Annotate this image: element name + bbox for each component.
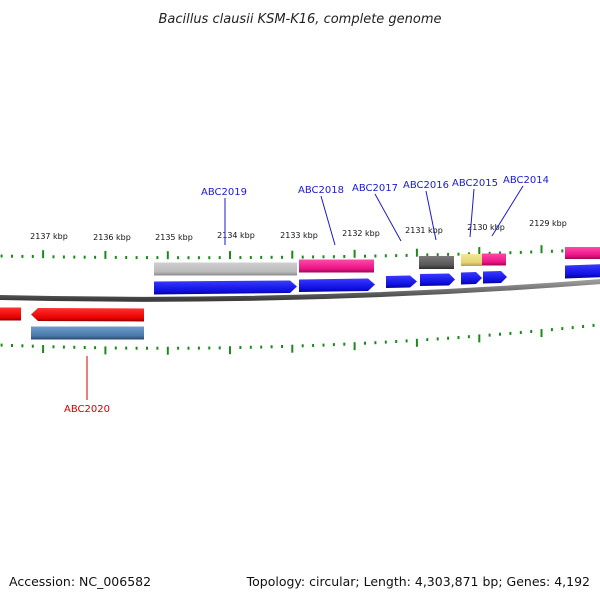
gene-label-abc2015[interactable]: ABC2015: [452, 178, 498, 189]
leader-line-abc2018: [320, 195, 336, 246]
accession-text: Accession: NC_006582: [9, 574, 151, 589]
gene-label-abc2018[interactable]: ABC2018: [298, 185, 344, 196]
feature-box-lightgray[interactable]: [154, 262, 297, 276]
scale-label: 2135 kbp: [155, 233, 193, 242]
feature-track-inner: [31, 326, 144, 340]
scale-label: 2137 kbp: [30, 232, 68, 241]
cds-track-forward: [154, 264, 600, 295]
cds-track-reverse: [0, 307, 144, 322]
feature-box-magenta[interactable]: [299, 259, 374, 273]
cds-arrow-forward[interactable]: [154, 280, 297, 295]
feature-box-steelblue[interactable]: [31, 326, 144, 340]
scale-label: 2131 kbp: [405, 226, 443, 235]
cds-arrow-forward[interactable]: [420, 273, 455, 287]
scale-label: 2133 kbp: [280, 231, 318, 240]
topology-summary: Topology: circular; Length: 4,303,871 bp…: [246, 574, 590, 589]
scale-ticks-upper: [0, 245, 595, 260]
feature-box-darkgray[interactable]: [419, 256, 454, 269]
feature-box-magenta[interactable]: [482, 253, 506, 266]
gene-label-abc2019[interactable]: ABC2019: [201, 187, 247, 198]
cds-box-reverse[interactable]: [0, 307, 21, 321]
leader-line-abc2016: [425, 190, 437, 241]
feature-box-magenta[interactable]: [565, 247, 600, 259]
leader-line-abc2014: [491, 185, 524, 237]
scale-label: 2129 kbp: [529, 219, 567, 228]
scale-ticks-lower: [0, 323, 595, 355]
cds-arrow-forward[interactable]: [461, 272, 482, 285]
scale-label: 2130 kbp: [467, 223, 505, 232]
cds-arrow-reverse[interactable]: [31, 308, 144, 322]
leader-line-abc2015: [469, 188, 475, 238]
gene-label-abc2014[interactable]: ABC2014: [503, 175, 549, 186]
genome-title: Bacillus clausii KSM-K16, complete genom…: [158, 12, 441, 27]
scale-label: 2134 kbp: [217, 231, 255, 240]
gene-label-leaders: [86, 185, 524, 400]
cds-arrow-forward[interactable]: [386, 275, 417, 289]
scale-label: 2136 kbp: [93, 233, 131, 242]
feature-box-khaki[interactable]: [461, 254, 482, 266]
genome-backbone: [0, 279, 600, 302]
scale-label: 2132 kbp: [342, 229, 380, 238]
cds-arrow-forward[interactable]: [299, 278, 375, 293]
cds-arrow-forward[interactable]: [483, 271, 507, 284]
feature-track-outer: [154, 247, 600, 276]
gene-label-abc2020[interactable]: ABC2020: [64, 404, 110, 415]
leader-line-abc2017: [374, 193, 402, 242]
scale-labels: 2137 kbp 2136 kbp 2135 kbp 2134 kbp 2133…: [30, 219, 567, 242]
cds-arrow-forward[interactable]: [565, 264, 600, 279]
gene-labels: ABC2019 ABC2018 ABC2017 ABC2016 ABC2015 …: [64, 175, 549, 415]
gene-label-abc2017[interactable]: ABC2017: [352, 183, 398, 194]
gene-label-abc2016[interactable]: ABC2016: [403, 180, 449, 191]
